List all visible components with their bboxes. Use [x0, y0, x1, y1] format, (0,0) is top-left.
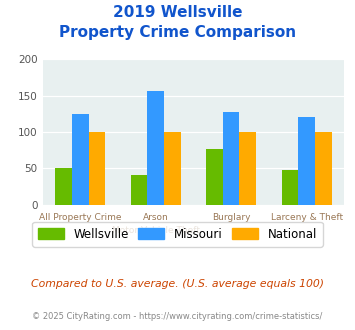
- Bar: [282, 171, 298, 205]
- Legend: Wellsville, Missouri, National: Wellsville, Missouri, National: [32, 222, 323, 247]
- Bar: [223, 113, 240, 205]
- Bar: [147, 91, 164, 205]
- Text: Burglary: Burglary: [212, 213, 250, 222]
- Bar: [206, 149, 223, 205]
- Text: © 2025 CityRating.com - https://www.cityrating.com/crime-statistics/: © 2025 CityRating.com - https://www.city…: [32, 312, 323, 321]
- Bar: [131, 175, 147, 205]
- Text: 2019 Wellsville: 2019 Wellsville: [113, 5, 242, 20]
- Text: Motor Vehicle Theft: Motor Vehicle Theft: [112, 226, 200, 235]
- Bar: [240, 132, 256, 205]
- Bar: [298, 117, 315, 205]
- Text: Larceny & Theft: Larceny & Theft: [271, 213, 343, 222]
- Text: Arson: Arson: [143, 213, 169, 222]
- Bar: [55, 168, 72, 205]
- Text: Property Crime Comparison: Property Crime Comparison: [59, 25, 296, 40]
- Bar: [164, 132, 181, 205]
- Bar: [315, 132, 332, 205]
- Bar: [72, 114, 89, 205]
- Text: Compared to U.S. average. (U.S. average equals 100): Compared to U.S. average. (U.S. average …: [31, 279, 324, 289]
- Bar: [89, 132, 105, 205]
- Text: All Property Crime: All Property Crime: [39, 213, 121, 222]
